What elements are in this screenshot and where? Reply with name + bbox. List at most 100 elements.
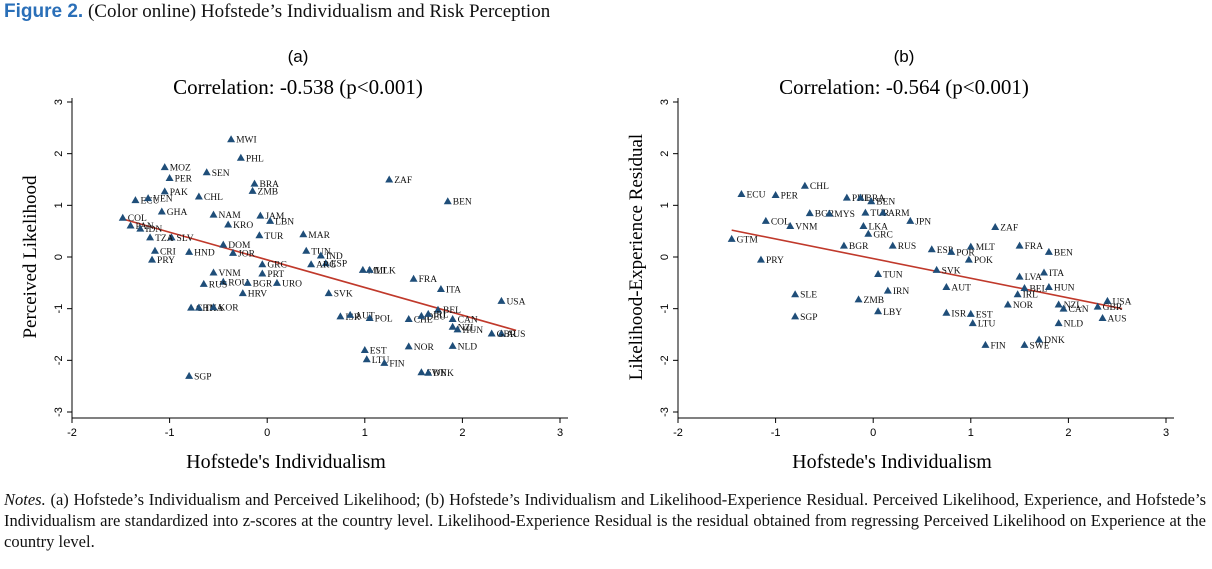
data-point-label: DNK: [433, 369, 454, 379]
data-point-label: IRN: [893, 287, 910, 297]
data-point: [236, 153, 245, 161]
data-point: [424, 309, 433, 317]
data-point: [409, 274, 418, 282]
data-point-label: RUS: [898, 242, 916, 252]
data-point-label: DOM: [228, 241, 251, 251]
data-point: [791, 290, 800, 298]
data-point-label: GRC: [873, 230, 893, 240]
data-point-label: ECU: [140, 197, 159, 207]
data-point: [187, 303, 196, 311]
data-point: [856, 193, 865, 201]
notes-label: Notes.: [4, 490, 46, 509]
data-point: [1054, 319, 1063, 327]
data-point-label: CHL: [204, 193, 223, 203]
data-point-label: NZL: [1064, 301, 1083, 311]
data-point: [365, 313, 374, 321]
data-point: [209, 210, 218, 218]
data-point: [1020, 340, 1029, 348]
data-point-label: MOZ: [170, 164, 191, 174]
data-point: [167, 233, 176, 241]
data-point: [1035, 335, 1044, 343]
data-point-label: CAN: [458, 316, 478, 326]
data-point-label: SVK: [334, 290, 353, 300]
figure-caption: (Color online) Hofstede’s Individualism …: [87, 1, 551, 22]
data-point: [194, 192, 203, 200]
data-point: [964, 255, 973, 263]
data-point: [497, 329, 506, 337]
data-point-label: MLT: [976, 243, 995, 253]
data-point: [448, 322, 457, 330]
data-point-label: PHL: [246, 154, 264, 164]
data-point-label: NOR: [414, 343, 435, 353]
data-point: [202, 168, 211, 176]
data-point: [272, 278, 281, 286]
data-point: [861, 208, 870, 216]
data-point-label: BEL: [1029, 285, 1047, 295]
y-axis-label: Perceived Likelihood: [20, 175, 41, 339]
data-point-label: JAM: [265, 212, 285, 222]
data-point-label: PRT: [267, 270, 284, 280]
data-point: [453, 325, 462, 333]
data-point: [316, 251, 325, 259]
data-point-label: IRL: [433, 310, 449, 320]
data-point: [136, 224, 145, 232]
data-point-label: TUR: [264, 232, 284, 242]
data-point-label: HUN: [1054, 283, 1075, 293]
data-point: [404, 342, 413, 350]
x-tick-label: 2: [459, 427, 465, 439]
chart-title: Correlation: -0.538 (p<0.001): [173, 75, 423, 99]
data-point-label: SEN: [212, 169, 230, 179]
data-point: [227, 135, 236, 143]
data-point-label: SWE: [426, 369, 446, 379]
data-point: [346, 310, 355, 318]
data-point: [874, 307, 883, 315]
data-point: [771, 191, 780, 198]
data-point-label: GHA: [167, 208, 188, 218]
data-point-label: PAK: [170, 188, 188, 198]
data-point: [185, 247, 194, 255]
data-point-label: ROU: [228, 278, 248, 288]
data-point: [365, 265, 374, 273]
data-point: [404, 315, 413, 322]
data-point: [1020, 284, 1029, 291]
data-point-label: LBY: [883, 308, 902, 318]
notes-text: (a) Hofstede’s Individualism and Perceiv…: [4, 490, 1207, 551]
data-point-label: BRA: [866, 194, 886, 204]
data-point: [1015, 272, 1024, 280]
data-point-label: ZMB: [258, 187, 279, 197]
data-point: [199, 279, 208, 287]
data-point: [854, 295, 863, 303]
data-point: [385, 175, 394, 183]
data-point: [1098, 313, 1107, 321]
data-point-label: NLD: [1064, 320, 1084, 330]
data-point-label: SGP: [800, 313, 817, 323]
data-point: [864, 229, 873, 237]
y-tick-label: -1: [659, 304, 671, 314]
data-point-label: MLT: [368, 266, 387, 276]
data-point-label: HRV: [248, 290, 267, 300]
data-point-label: FRA: [419, 275, 438, 285]
data-point-label: NZL: [458, 323, 477, 333]
data-point: [761, 216, 770, 224]
data-point: [497, 296, 506, 304]
data-point-label: GTM: [737, 235, 759, 245]
data-point-label: POK: [974, 256, 993, 266]
y-tick-label: 1: [53, 202, 65, 208]
chart-title: Correlation: -0.564 (p<0.001): [779, 75, 1029, 99]
data-point: [146, 233, 155, 241]
data-point-label: BGR: [815, 210, 835, 220]
data-point-label: GBR: [497, 330, 517, 340]
data-point: [250, 179, 259, 187]
data-point-label: JOR: [238, 249, 256, 259]
data-point-label: PER: [175, 174, 193, 184]
x-tick-label: -2: [67, 427, 77, 439]
data-point-label: FRA: [1025, 242, 1044, 252]
data-point: [883, 286, 892, 294]
data-point: [380, 358, 389, 366]
data-point: [443, 197, 452, 205]
y-tick-label: -3: [659, 407, 671, 417]
data-point: [727, 234, 736, 242]
data-point: [266, 216, 275, 224]
data-point: [906, 216, 915, 224]
data-point-label: HND: [194, 248, 215, 258]
